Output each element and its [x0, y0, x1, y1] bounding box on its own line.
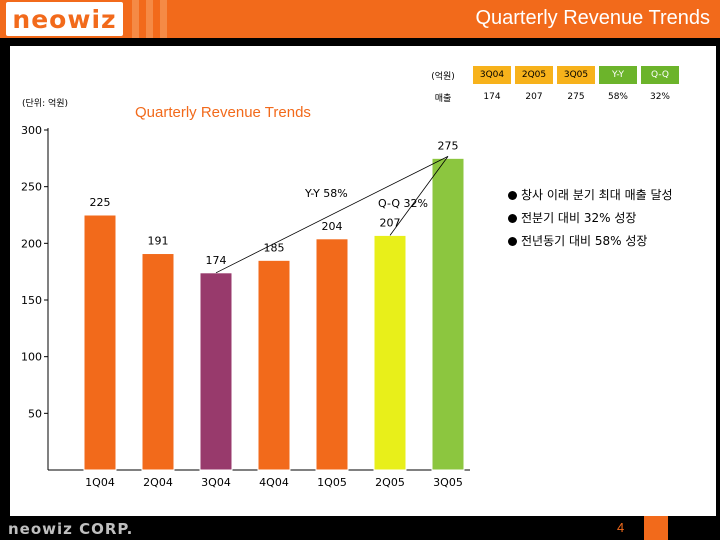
corner-block	[644, 516, 668, 540]
neowiz-logo: neowiz	[6, 2, 123, 36]
bar	[373, 234, 407, 471]
summary-header-cell: 2Q05	[515, 66, 553, 84]
qq-trend-line	[389, 156, 449, 236]
x-tick-label: 4Q04	[259, 476, 289, 489]
content-panel	[10, 46, 716, 516]
bullet-item: 전분기 대비 32% 성장	[508, 211, 698, 226]
bar	[83, 214, 117, 471]
bullet-dot-icon	[508, 237, 517, 246]
summary-table: (억원) 3Q04 2Q05 3Q05 Y-Y Q-Q 매출 174 207 2…	[413, 62, 683, 110]
bullet-text: 전분기 대비 32% 성장	[521, 211, 637, 225]
data-label: 191	[148, 235, 169, 248]
data-label: 275	[438, 139, 459, 152]
bullet-text: 창사 이래 분기 최대 매출 달성	[521, 188, 673, 202]
summary-cell: 32%	[649, 92, 670, 102]
y-tick-label: 150	[21, 294, 42, 307]
x-tick-label: 3Q04	[201, 476, 231, 489]
bullet-dot-icon	[508, 191, 517, 200]
bullet-dot-icon	[508, 214, 517, 223]
summary-data-row: 매출 174 207 275 58% 32%	[417, 88, 679, 106]
summary-header-row: (억원) 3Q04 2Q05 3Q05 Y-Y Q-Q	[417, 66, 679, 84]
x-tick-label: 2Q04	[143, 476, 173, 489]
unit-label: (단위: 억원)	[22, 99, 69, 109]
y-tick-label: 200	[21, 237, 42, 250]
x-tick-label: 1Q04	[85, 476, 115, 489]
summary-header-cell: Q-Q	[641, 66, 679, 84]
summary-header-cell: Y-Y	[599, 66, 637, 84]
bullet-item: 창사 이래 분기 최대 매출 달성	[508, 188, 698, 203]
yy-annotation: Y-Y 58%	[304, 187, 348, 200]
x-tick-label: 2Q05	[375, 476, 405, 489]
yy-trend-line	[215, 155, 449, 274]
y-tick-label: 100	[21, 351, 42, 364]
data-label: 204	[322, 220, 343, 233]
summary-cell: 58%	[607, 92, 628, 102]
bar	[257, 259, 291, 471]
annotations: Y-Y 58% Q-Q 32%	[215, 155, 449, 274]
data-label: 207	[380, 216, 401, 229]
header-stripe	[146, 0, 153, 38]
y-tick-label: 50	[28, 407, 42, 420]
bullet-list: 창사 이래 분기 최대 매출 달성 전분기 대비 32% 성장 전년동기 대비 …	[508, 188, 698, 257]
data-label: 174	[206, 254, 227, 267]
summary-row-label: 매출	[434, 93, 452, 104]
footer-logo: neowiz CORP.	[8, 520, 134, 538]
bars: 1Q04 225 2Q04 191 3Q04 174 4Q04 185 1Q05 204 2Q05 2…	[83, 139, 465, 489]
x-tick-label: 3Q05	[433, 476, 463, 489]
header-stripe	[132, 0, 139, 38]
bar	[141, 253, 175, 471]
y-tick-label: 300	[21, 124, 42, 137]
bullet-item: 전년동기 대비 58% 성장	[508, 234, 698, 249]
bullet-text: 전년동기 대비 58% 성장	[521, 234, 648, 248]
qq-annotation: Q-Q 32%	[378, 197, 428, 210]
data-label: 225	[90, 196, 111, 209]
x-tick-label: 1Q05	[317, 476, 347, 489]
summary-header-cell: 3Q05	[557, 66, 595, 84]
summary-cell: 275	[567, 92, 585, 102]
summary-header-cell: (억원)	[431, 71, 455, 82]
header-stripe	[160, 0, 167, 38]
bar	[315, 238, 349, 471]
summary-header-cell: 3Q04	[473, 66, 511, 84]
y-tick-label: 250	[21, 181, 42, 194]
page-number: 4	[617, 520, 625, 535]
summary-cell: 207	[525, 92, 543, 102]
chart-title: Quarterly Revenue Trends	[135, 104, 311, 121]
bar	[199, 272, 233, 471]
data-label: 185	[264, 241, 285, 254]
summary-cell: 174	[483, 92, 501, 102]
page-title: Quarterly Revenue Trends	[475, 7, 710, 29]
bar	[431, 157, 465, 471]
header-bar: neowiz Quarterly Revenue Trends	[0, 0, 720, 38]
logo-text: neowiz	[12, 4, 117, 34]
